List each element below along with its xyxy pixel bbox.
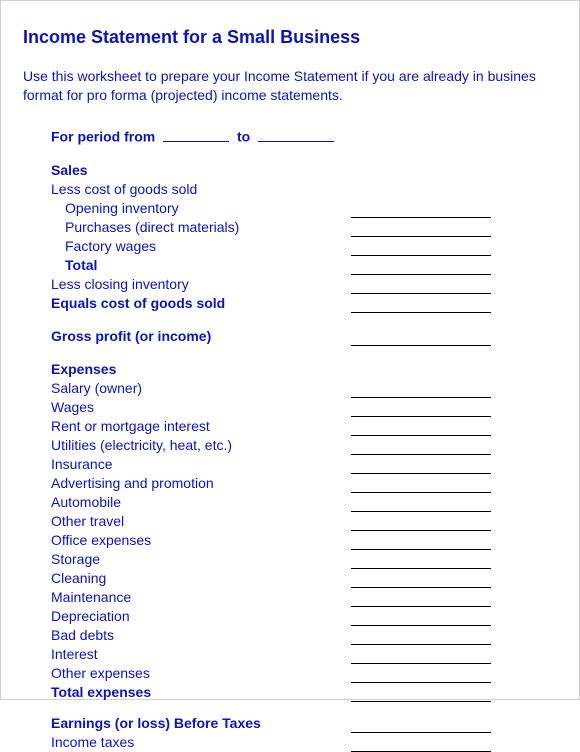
expense-item-label: Depreciation [51, 607, 351, 626]
expense-item-label: Utilities (electricity, heat, etc.) [51, 436, 351, 455]
sales-total-label: Total [51, 256, 351, 275]
worksheet-body: For period from to Sales Less cost of go… [23, 127, 557, 752]
expense-item-blank[interactable] [351, 536, 491, 550]
expense-item-blank[interactable] [351, 612, 491, 626]
expense-item-blank[interactable] [351, 574, 491, 588]
intro-text: Use this worksheet to prepare your Incom… [23, 67, 557, 105]
expense-item-label: Interest [51, 645, 351, 664]
expense-item-label: Salary (owner) [51, 379, 351, 398]
period-line: For period from to [51, 127, 557, 147]
expense-item-label: Office expenses [51, 531, 351, 550]
less-closing-blank[interactable] [351, 280, 491, 294]
expense-item-blank[interactable] [351, 517, 491, 531]
expense-item-blank[interactable] [351, 650, 491, 664]
expense-item-blank[interactable] [351, 403, 491, 417]
factory-wages-blank[interactable] [351, 242, 491, 256]
sales-total-blank[interactable] [351, 261, 491, 275]
expense-item-label: Wages [51, 398, 351, 417]
expense-item-blank[interactable] [351, 479, 491, 493]
factory-wages-label: Factory wages [51, 237, 351, 256]
less-closing-label: Less closing inventory [51, 275, 351, 294]
page-title: Income Statement for a Small Business [23, 25, 557, 49]
expense-item-label: Automobile [51, 493, 351, 512]
expense-item-label: Maintenance [51, 588, 351, 607]
opening-inventory-label: Opening inventory [51, 199, 351, 218]
expense-item-label: Cleaning [51, 569, 351, 588]
expense-item-label: Bad debts [51, 626, 351, 645]
equals-cogs-blank[interactable] [351, 299, 491, 313]
purchases-blank[interactable] [351, 223, 491, 237]
income-taxes-label: Income taxes [51, 733, 351, 752]
expense-item-label: Rent or mortgage interest [51, 417, 351, 436]
income-taxes-blank[interactable] [351, 738, 491, 752]
equals-cogs-label: Equals cost of goods sold [51, 294, 351, 313]
expenses-heading: Expenses [51, 360, 351, 379]
period-to-blank[interactable] [258, 127, 334, 142]
total-expenses-label: Total expenses [51, 683, 351, 702]
expense-item-label: Other travel [51, 512, 351, 531]
period-from-blank[interactable] [163, 127, 229, 142]
expense-item-blank[interactable] [351, 631, 491, 645]
expense-item-blank[interactable] [351, 593, 491, 607]
gross-profit-label: Gross profit (or income) [51, 327, 351, 346]
expense-item-label: Storage [51, 550, 351, 569]
expense-item-blank[interactable] [351, 441, 491, 455]
expense-item-blank[interactable] [351, 669, 491, 683]
earnings-before-taxes-label: Earnings (or loss) Before Taxes [51, 714, 351, 733]
expense-item-label: Insurance [51, 455, 351, 474]
expense-item-label: Advertising and promotion [51, 474, 351, 493]
less-cogs-label: Less cost of goods sold [51, 180, 351, 199]
expense-item-blank[interactable] [351, 555, 491, 569]
opening-inventory-blank[interactable] [351, 204, 491, 218]
earnings-before-taxes-blank[interactable] [351, 719, 491, 733]
expense-item-label: Other expenses [51, 664, 351, 683]
expense-item-blank[interactable] [351, 384, 491, 398]
expense-item-blank[interactable] [351, 422, 491, 436]
period-prefix: For period from [51, 129, 155, 145]
expense-item-blank[interactable] [351, 498, 491, 512]
gross-profit-blank[interactable] [351, 332, 491, 346]
expense-item-blank[interactable] [351, 460, 491, 474]
purchases-label: Purchases (direct materials) [51, 218, 351, 237]
sales-heading: Sales [51, 161, 351, 180]
period-mid: to [237, 129, 250, 145]
